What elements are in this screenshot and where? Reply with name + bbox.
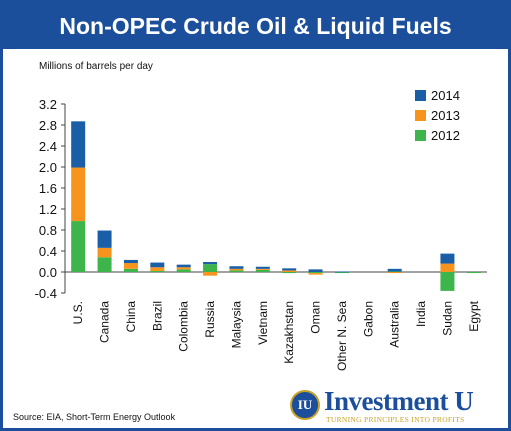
y-tick-label: 2.8 — [39, 118, 57, 133]
y-tick-label: 0.8 — [39, 223, 57, 238]
x-tick-label: Russia — [203, 301, 217, 338]
bar-segment-2014 — [255, 266, 270, 269]
bar-segment-2012 — [229, 270, 244, 272]
x-tick-label: Oman — [309, 301, 323, 334]
bar-segment-2014 — [387, 268, 402, 272]
legend-swatch-2013 — [415, 110, 426, 121]
bar-segment-2012 — [203, 264, 218, 272]
bar-segment-2014 — [308, 269, 323, 272]
legend-label-2014: 2014 — [431, 88, 460, 103]
bar-segment-2013 — [282, 270, 297, 272]
x-tick-label: Gabon — [361, 301, 375, 337]
bar-segment-2013 — [176, 267, 191, 270]
bar-segment-2012 — [123, 268, 138, 272]
bar-segment-2014 — [440, 253, 455, 264]
chart-plot: -0.4 0.0 0.4 0.8 1.2 1.6 2.0 2.4 2.8 3.2 U.S. Canad… — [35, 88, 487, 371]
y-tick-label: 2.0 — [39, 160, 57, 175]
x-tick-label: Egypt — [467, 300, 481, 331]
y-tick-label: 0.0 — [39, 265, 57, 280]
bar-segment-2014 — [176, 264, 191, 268]
bar-segment-2012 — [71, 221, 86, 272]
y-tick-label: 1.6 — [39, 181, 57, 196]
x-tick-label: Kazakhstan — [282, 301, 296, 364]
y-tick-label: -0.4 — [35, 286, 57, 301]
bar-segment-2012 — [255, 269, 270, 272]
x-tick-label: Colombia — [177, 301, 191, 352]
legend-label-2012: 2012 — [431, 128, 460, 143]
bar-segment-2012 — [440, 272, 455, 291]
y-axis-label: Millions of barrels per day — [39, 61, 153, 72]
x-tick-label: China — [124, 301, 138, 333]
logo-emblem: IU — [290, 390, 320, 420]
bar-segment-2013 — [255, 268, 270, 270]
bar-segment-2013 — [308, 273, 323, 275]
bar-segment-2013 — [387, 272, 402, 274]
x-tick-label: Malaysia — [229, 301, 243, 349]
y-tick-label: 0.4 — [39, 244, 57, 259]
bar-segment-2014 — [203, 262, 218, 265]
chart-title: Non-OPEC Crude Oil & Liquid Fuels Produc… — [3, 3, 508, 85]
bar-segment-2013 — [150, 267, 165, 271]
investment-u-logo: IU Investment U TURNING PRINCIPLES INTO … — [290, 386, 502, 426]
x-tick-label: Brazil — [150, 301, 164, 331]
bar-segment-2013 — [203, 272, 218, 276]
bar-segment-2013 — [229, 268, 244, 271]
bar-segment-2013 — [440, 263, 455, 272]
x-tick-label: Sudan — [440, 301, 454, 336]
bar-segment-2014 — [282, 268, 297, 271]
legend-swatch-2014 — [415, 90, 426, 101]
logo-name: Investment U — [324, 386, 474, 416]
x-tick-label: Other N. Sea — [335, 301, 349, 371]
bar-segment-2014 — [150, 262, 165, 268]
x-tick-label: Australia — [388, 301, 402, 348]
bar-segment-2013 — [97, 247, 112, 258]
bar-segment-2014 — [97, 230, 112, 248]
y-tick-label: 2.4 — [39, 139, 57, 154]
bar-segment-2014 — [123, 259, 138, 264]
bar-segment-2012 — [282, 272, 297, 274]
x-tick-label: U.S. — [71, 301, 85, 324]
source-note: Source: EIA, Short-Term Energy Outlook — [13, 412, 176, 422]
bar-segment-2014 — [71, 121, 86, 168]
bar-segment-2014 — [334, 271, 349, 273]
bar-segment-2012 — [308, 272, 323, 274]
bar-segment-2012 — [387, 271, 402, 273]
bar-segment-2013 — [71, 167, 86, 222]
bar-segment-2012 — [334, 272, 349, 274]
bar-segment-2012 — [150, 270, 165, 272]
bar-segment-2014 — [229, 266, 244, 269]
logo-tagline: TURNING PRINCIPLES INTO PROFITS — [326, 415, 465, 424]
bar-segment-2012 — [97, 257, 112, 272]
x-tick-label: Vietnam — [256, 301, 270, 345]
bar-segment-2013 — [123, 263, 138, 269]
legend-swatch-2012 — [415, 130, 426, 141]
x-tick-label: India — [414, 301, 428, 327]
bar-segment-2012 — [176, 269, 191, 272]
legend-label-2013: 2013 — [431, 108, 460, 123]
bar-segment-2012 — [466, 272, 481, 274]
y-tick-label: 3.2 — [39, 97, 57, 112]
x-tick-label: Canada — [98, 301, 112, 343]
y-tick-label: 1.2 — [39, 202, 57, 217]
